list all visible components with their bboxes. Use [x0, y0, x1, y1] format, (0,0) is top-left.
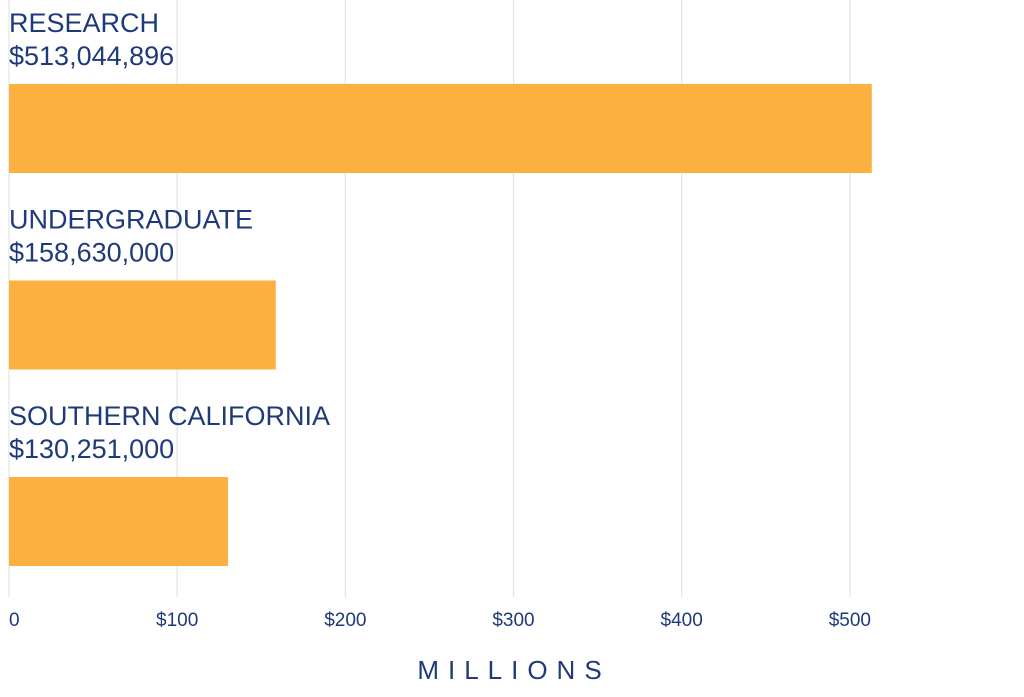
value-label: $513,044,896: [9, 41, 174, 71]
value-label: $158,630,000: [9, 238, 174, 268]
x-axis-title: MILLIONS: [417, 655, 610, 685]
x-tick-label: $300: [492, 610, 534, 631]
value-label: $130,251,000: [9, 434, 174, 464]
x-tick-label: $500: [829, 610, 871, 631]
bar: [9, 280, 276, 370]
x-tick-label: $200: [324, 610, 366, 631]
bar: [9, 84, 872, 173]
category-label: SOUTHERN CALIFORNIA: [9, 401, 330, 431]
bar: [9, 477, 229, 566]
x-tick-label: 0: [9, 610, 20, 631]
category-label: RESEARCH: [9, 8, 159, 38]
category-label: UNDERGRADUATE: [9, 205, 253, 235]
x-tick-label: $100: [156, 610, 198, 631]
x-tick-label: $400: [661, 610, 703, 631]
